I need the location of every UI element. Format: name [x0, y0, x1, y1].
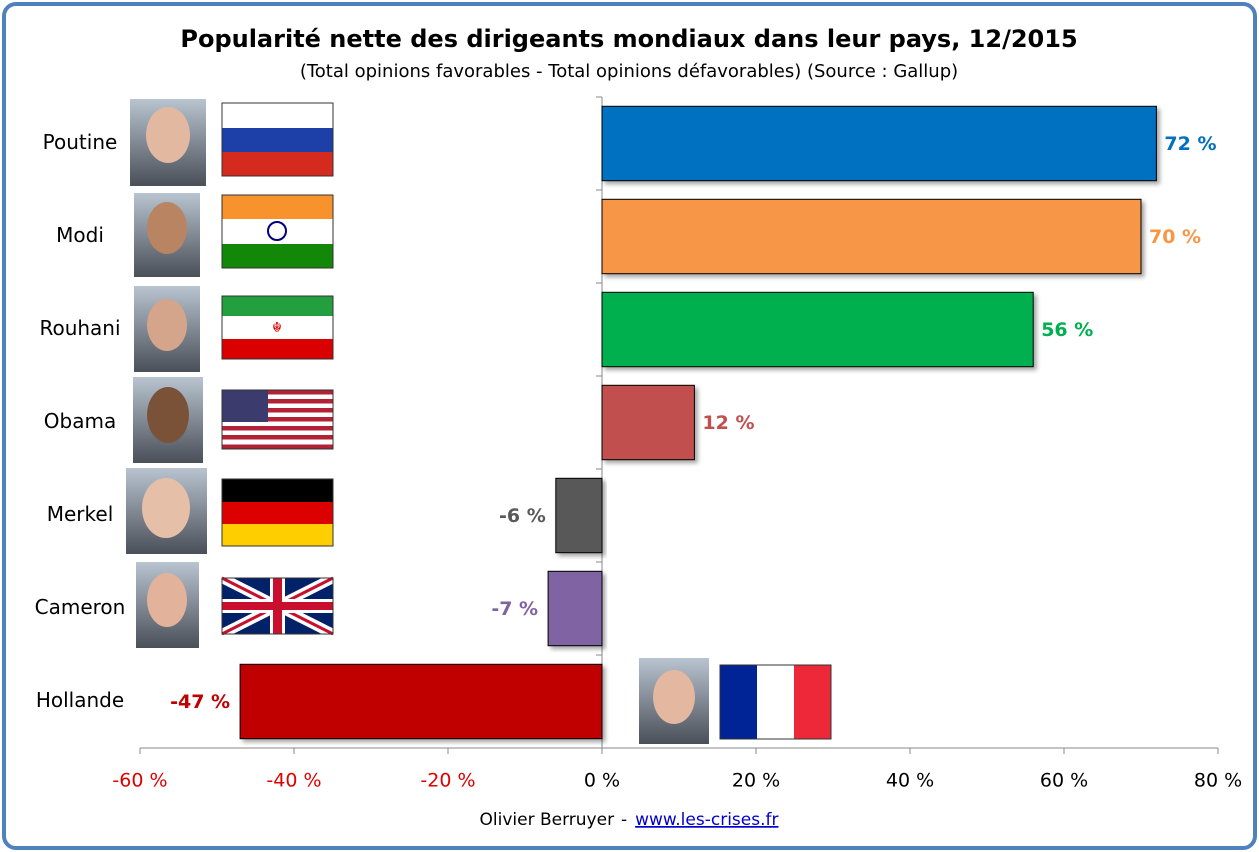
category-label: Merkel [47, 502, 114, 526]
bar [547, 570, 603, 647]
x-tick-label: 60 % [1040, 770, 1088, 792]
category-label: Modi [56, 223, 104, 247]
value-label: -6 % [499, 505, 546, 527]
bar [601, 384, 695, 461]
value-label: 72 % [1164, 133, 1216, 155]
x-tick-label: -40 % [266, 770, 321, 792]
flags: ☬ [219, 102, 832, 740]
x-tick-label: 40 % [886, 770, 934, 792]
bar [555, 477, 603, 554]
bar [601, 291, 1034, 368]
chart-subtitle: (Total opinions favorables - Total opini… [300, 61, 958, 82]
value-label: 70 % [1149, 226, 1201, 248]
x-tick-label: -20 % [420, 770, 475, 792]
value-label: -7 % [491, 598, 538, 620]
category-label: Poutine [43, 130, 118, 154]
chart-title: Popularité nette des dirigeants mondiaux… [180, 25, 1077, 53]
category-label: Hollande [36, 688, 124, 712]
category-label: Cameron [35, 595, 126, 619]
value-label: 56 % [1041, 319, 1093, 341]
photos [126, 99, 709, 744]
bar [601, 105, 1157, 182]
footer-link[interactable]: www.les-crises.fr [635, 810, 778, 830]
svg-text:☬: ☬ [272, 320, 282, 336]
bar [601, 198, 1142, 275]
value-label: -47 % [170, 691, 230, 713]
x-tick-label: 80 % [1194, 770, 1242, 792]
footer-author: Olivier Berruyer [480, 810, 615, 830]
x-tick-label: 0 % [584, 770, 620, 792]
category-label: Obama [44, 409, 116, 433]
footer: Olivier Berruyer - www.les-crises.fr [480, 810, 779, 830]
category-label: Rouhani [39, 316, 120, 340]
value-label: 12 % [702, 412, 754, 434]
x-tick-label: -60 % [112, 770, 167, 792]
footer-separator: - [621, 810, 627, 830]
x-tick-label: 20 % [732, 770, 780, 792]
bar [239, 663, 603, 740]
